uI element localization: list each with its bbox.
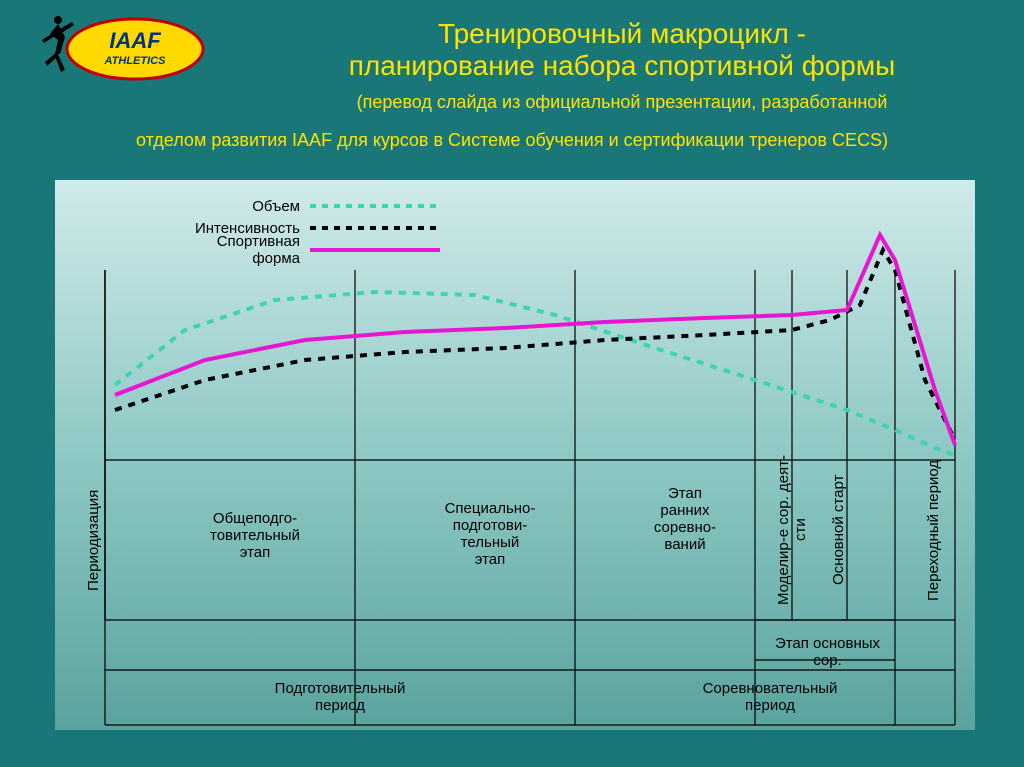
chart-label-stage3: Этапраннихсоревно-ваний (620, 485, 750, 553)
chart-label-row2: Этап основных сор. (760, 635, 895, 669)
legend-label: Спортивная форма (165, 233, 310, 267)
chart-label-stage1: Общеподго-товительныйэтап (170, 510, 340, 561)
chart-label-stage4b: Основной старт (830, 450, 847, 610)
title-block: Тренировочный макроцикл - планирование н… (260, 18, 984, 113)
subtitle-line-2: отделом развития IAAF для курсов в Систе… (40, 130, 984, 151)
legend-sample (310, 195, 440, 217)
legend-row: Объем (165, 195, 440, 217)
chart-label-stage4a: Моделир-е сор. деят-сти (775, 450, 809, 610)
chart-label-period1: Подготовительныйпериод (215, 680, 465, 714)
chart-area: ОбъемИнтенсивностьСпортивная форма Перио… (55, 180, 975, 730)
logo-text-2: ATHLETICS (104, 55, 167, 67)
chart-label-stage2: Специально-подготови-тельныйэтап (405, 500, 575, 568)
legend: ОбъемИнтенсивностьСпортивная форма (165, 195, 440, 261)
chart-label-periodization: Периодизация (85, 460, 102, 620)
chart-label-period2: Соревновательныйпериод (645, 680, 895, 714)
legend-row: Спортивная форма (165, 239, 440, 261)
legend-sample (310, 239, 440, 261)
title-line-2: планирование набора спортивной формы (260, 50, 984, 82)
legend-label: Объем (165, 198, 310, 215)
title-line-1: Тренировочный макроцикл - (260, 18, 984, 50)
iaaf-logo: IAAF ATHLETICS (30, 12, 205, 87)
subtitle-line-1: (перевод слайда из официальной презентац… (260, 92, 984, 113)
legend-sample (310, 217, 440, 239)
chart-label-stage5: Переходный период (925, 450, 942, 610)
logo-text-1: IAAF (109, 28, 161, 53)
